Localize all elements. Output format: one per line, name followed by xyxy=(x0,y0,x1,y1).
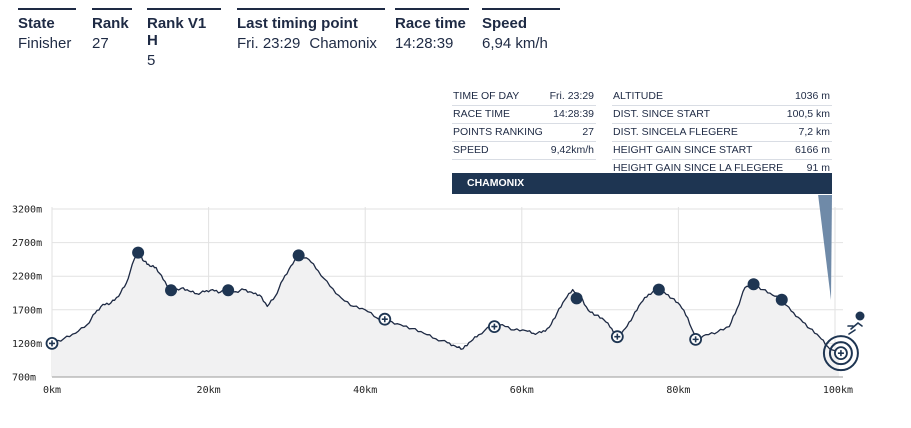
stat-race-time: Race time 14:28:39 xyxy=(395,8,469,53)
y-tick-label: 1700m xyxy=(12,305,42,316)
info-row: TIME OF DAY Fri. 23:29 xyxy=(452,88,596,106)
info-left-column: TIME OF DAY Fri. 23:29 RACE TIME 14:28:39 … xyxy=(452,88,596,160)
info-right-column: ALTITUDE 1036 m DIST. SINCE START 100,5 km… xyxy=(612,88,832,178)
checkpoint-dot xyxy=(652,283,665,296)
plus-glyph xyxy=(614,333,621,340)
stat-rank-value: 27 xyxy=(92,35,109,52)
info-key: TIME OF DAY xyxy=(453,90,520,102)
info-value: Fri. 23:29 xyxy=(549,90,594,102)
info-key: DIST. SINCE START xyxy=(613,108,711,120)
info-row: DIST. SINCELA FLEGERE 7,2 km xyxy=(612,124,832,142)
stat-rank-v1h: Rank V1 H 5 xyxy=(147,8,221,70)
pointer-wedge xyxy=(818,195,832,300)
stat-race-time-label: Race time xyxy=(395,15,466,32)
info-row: SPEED 9,42km/h xyxy=(452,142,596,160)
x-tick-label: 80km xyxy=(666,385,690,396)
x-tick-label: 100km xyxy=(823,385,853,396)
x-axis-labels: 0km 20km 40km 60km 80km 100km xyxy=(43,385,853,396)
checkpoint-name-banner: CHAMONIX xyxy=(452,173,832,194)
y-tick-label: 700m xyxy=(12,373,36,384)
info-key: ALTITUDE xyxy=(613,90,663,102)
checkpoint-pointer xyxy=(818,195,832,300)
checkpoint-dot xyxy=(570,292,583,305)
stat-last-timing-point: Last timing point Fri. 23:29 Chamonix xyxy=(237,8,385,53)
plus-glyph xyxy=(49,340,55,347)
stat-state-value: Finisher xyxy=(18,35,72,52)
info-key: DIST. SINCELA FLEGERE xyxy=(613,126,738,138)
info-value: 7,2 km xyxy=(798,126,830,138)
info-value: 6166 m xyxy=(794,144,830,156)
info-key: HEIGHT GAIN SINCE LA FLEGERE xyxy=(613,162,784,174)
info-value: 100,5 km xyxy=(786,108,830,120)
plus-glyph xyxy=(692,336,699,343)
info-value: 9,42km/h xyxy=(550,144,594,156)
chart-markers xyxy=(45,246,859,372)
info-value: 14:28:39 xyxy=(553,108,594,120)
info-row: DIST. SINCE START 100,5 km xyxy=(612,106,832,124)
plus-glyph xyxy=(381,316,388,323)
last-timing-place: Chamonix xyxy=(309,35,377,52)
checkpoint-dot xyxy=(222,284,235,297)
runner-icon xyxy=(847,311,865,335)
stat-speed-label: Speed xyxy=(482,15,528,32)
checkpoint-dot xyxy=(775,293,788,306)
checkpoint-plus-marker xyxy=(487,320,501,334)
stat-rank-v1h-value: 5 xyxy=(147,52,156,69)
stat-rank-label: Rank xyxy=(92,15,129,32)
checkpoint-plus-marker xyxy=(45,336,59,350)
checkpoint-dot xyxy=(747,278,760,291)
info-key: SPEED xyxy=(453,144,489,156)
checkpoint-dot xyxy=(132,246,145,259)
info-key: POINTS RANKING xyxy=(453,126,543,138)
finish-ring-outer xyxy=(822,335,859,372)
info-row: POINTS RANKING 27 xyxy=(452,124,596,142)
stat-last-timing-point-label: Last timing point xyxy=(237,15,358,32)
stat-state-label: State xyxy=(18,15,55,32)
finish-target-marker xyxy=(822,335,859,372)
y-tick-label: 2200m xyxy=(12,272,42,283)
elevation-profile-chart[interactable]: 3200m 2700m 2200m 1700m 1200m 700m 0km 20km 40k… xyxy=(0,195,911,428)
checkpoint-plus-marker xyxy=(689,332,703,346)
y-tick-label: 2700m xyxy=(12,238,42,249)
chart-area xyxy=(51,252,843,378)
info-value: 27 xyxy=(582,126,594,138)
checkpoint-plus-marker xyxy=(378,312,392,326)
y-tick-label: 3200m xyxy=(12,205,42,216)
stat-race-time-value: 14:28:39 xyxy=(395,35,454,52)
finish-plus xyxy=(837,350,844,357)
stat-state: State Finisher xyxy=(18,8,76,53)
y-tick-label: 1200m xyxy=(12,339,42,350)
last-timing-time: Fri. 23:29 xyxy=(237,35,301,52)
x-tick-label: 20km xyxy=(197,385,221,396)
stat-last-timing-point-value: Fri. 23:29 Chamonix xyxy=(237,35,385,53)
y-axis-labels: 3200m 2700m 2200m 1700m 1200m 700m xyxy=(12,205,42,384)
info-value: 1036 m xyxy=(794,90,830,102)
info-row: HEIGHT GAIN SINCE START 6166 m xyxy=(612,142,832,160)
profile-area-fill xyxy=(52,252,839,377)
stat-rank-v1h-label: Rank V1 H xyxy=(147,15,207,49)
checkpoint-dot xyxy=(292,249,305,262)
checkpoint-dot xyxy=(165,284,178,297)
info-row: ALTITUDE 1036 m xyxy=(612,88,832,106)
checkpoint-plus-marker xyxy=(610,330,624,344)
x-tick-label: 40km xyxy=(353,385,377,396)
stat-speed-value: 6,94 km/h xyxy=(482,35,548,52)
info-key: HEIGHT GAIN SINCE START xyxy=(613,144,753,156)
x-tick-label: 0km xyxy=(43,385,61,396)
info-value: 91 m xyxy=(806,162,830,174)
plus-glyph xyxy=(491,323,498,330)
stat-speed: Speed 6,94 km/h xyxy=(482,8,560,53)
info-row: RACE TIME 14:28:39 xyxy=(452,106,596,124)
x-tick-label: 60km xyxy=(510,385,534,396)
finish-ring-inner xyxy=(828,341,853,366)
info-key: RACE TIME xyxy=(453,108,510,120)
stat-rank: Rank 27 xyxy=(92,8,132,53)
